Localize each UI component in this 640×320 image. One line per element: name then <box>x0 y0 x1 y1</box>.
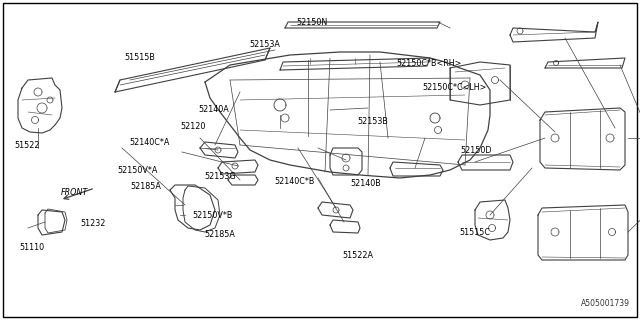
Text: FRONT: FRONT <box>61 188 88 197</box>
Text: 52153G: 52153G <box>205 172 236 181</box>
Text: 52120: 52120 <box>180 122 206 131</box>
Text: 51515C: 51515C <box>460 228 490 237</box>
Text: 52140A: 52140A <box>198 105 229 114</box>
Text: 52150V*A: 52150V*A <box>117 166 157 175</box>
Text: 52153B: 52153B <box>357 117 388 126</box>
Text: 52185A: 52185A <box>130 182 161 191</box>
Text: 52140C*A: 52140C*A <box>129 138 170 147</box>
Text: 51515B: 51515B <box>125 53 156 62</box>
Text: 52150C*C<LH>: 52150C*C<LH> <box>422 83 487 92</box>
Text: A505001739: A505001739 <box>581 299 630 308</box>
Text: 51522A: 51522A <box>342 251 373 260</box>
Text: 52150D: 52150D <box>461 146 492 155</box>
Text: 52153A: 52153A <box>250 40 280 49</box>
Text: 51232: 51232 <box>80 219 106 228</box>
Text: 52150N: 52150N <box>296 18 328 27</box>
Text: 52140B: 52140B <box>351 179 381 188</box>
Text: 52185A: 52185A <box>205 230 236 239</box>
Text: 51522: 51522 <box>14 141 40 150</box>
Text: 52150V*B: 52150V*B <box>192 211 232 220</box>
Text: 51110: 51110 <box>19 243 44 252</box>
Text: 52150C*B<RH>: 52150C*B<RH> <box>397 60 462 68</box>
Text: 52140C*B: 52140C*B <box>274 177 314 186</box>
